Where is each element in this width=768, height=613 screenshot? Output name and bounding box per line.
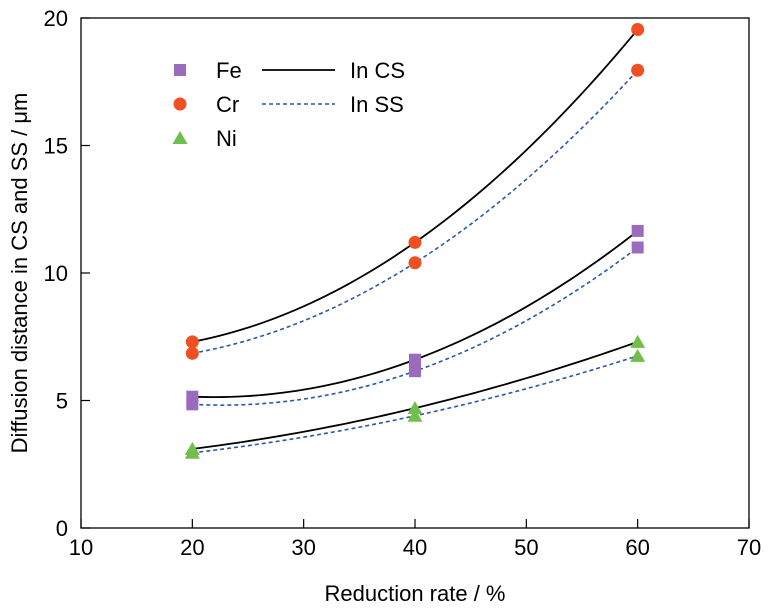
legend-label-in-ss: In SS [350,92,404,117]
x-tick-label: 40 [403,535,427,560]
legend-marker-fe [174,64,186,76]
data-point-fe-in-cs [631,224,644,237]
axis-ticks [80,17,750,529]
x-tick-label: 50 [514,535,538,560]
data-point-cr-in-ss [408,256,422,270]
y-axis-title: Diffusion distance in CS and SS / μm [7,93,32,454]
plot-frame [80,17,750,529]
data-markers [184,22,646,459]
legend-label-in-cs: In CS [350,58,405,83]
data-point-ni-in-ss [184,445,200,459]
legend-label-ni: Ni [216,126,237,151]
legend-marker-ni [172,131,188,144]
data-point-ni-in-cs [630,334,646,348]
data-point-ni-in-ss [407,408,423,422]
data-point-fe-in-cs [409,353,421,366]
legend: Fe Cr Ni In CS In SS [172,58,405,151]
fit-curve-fe-in-ss [192,246,639,406]
y-tick-label: 0 [56,516,68,541]
data-point-cr-in-cs [185,335,199,349]
y-tick-label: 20 [44,6,68,31]
data-point-fe-in-ss [186,398,199,411]
y-tick-label: 5 [56,389,68,414]
data-point-cr-in-ss [185,346,199,360]
data-point-fe-in-ss [631,241,644,254]
fit-curve-cr-in-ss [192,69,639,355]
x-tick-label: 30 [291,535,315,560]
legend-label-cr: Cr [216,92,239,117]
legend-label-fe: Fe [216,58,242,83]
y-tick-label: 15 [44,134,68,159]
data-point-ni-in-ss [630,348,646,362]
x-tick-label: 20 [180,535,204,560]
data-point-cr-in-ss [631,63,645,77]
x-tick-label: 60 [625,535,649,560]
x-tick-label: 70 [737,535,761,560]
x-tick-label: 10 [69,535,93,560]
y-tick-label: 10 [44,261,68,286]
data-point-cr-in-cs [631,22,645,36]
legend-marker-cr [173,97,187,111]
x-axis-title: Reduction rate / % [325,581,506,606]
tick-labels: 10 20 30 40 50 60 70 0 5 10 15 20 [44,6,762,560]
data-point-fe-in-ss [409,365,421,378]
data-point-ni-in-cs [407,401,423,415]
data-point-cr-in-cs [408,235,422,249]
